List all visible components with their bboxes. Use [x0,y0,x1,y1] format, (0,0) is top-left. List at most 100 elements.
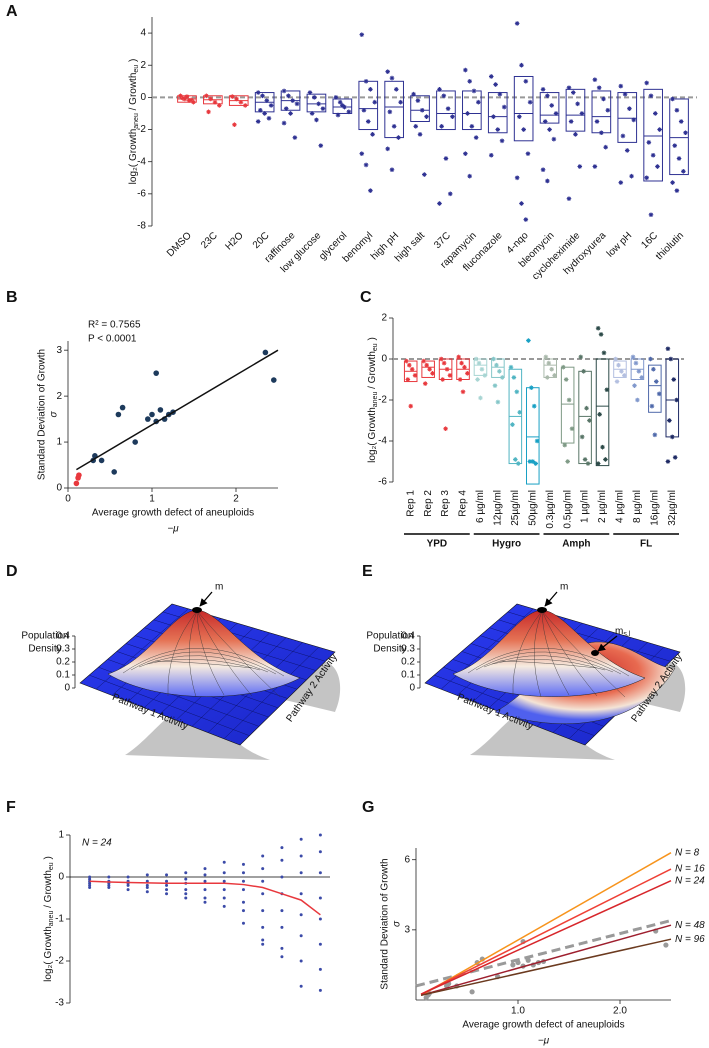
surface-grid [475,651,622,675]
data-point [475,377,480,382]
y-axis-symbol: σ [49,411,60,418]
data-point [644,175,649,181]
data-point [107,883,111,887]
surface-grid [483,655,614,673]
data-point [261,938,265,942]
surface-grid [130,651,277,675]
data-point [266,115,272,121]
data-point [262,349,269,356]
peak-marker [591,650,599,656]
data-point [595,325,601,331]
data-point [670,96,675,102]
data-point [650,152,656,158]
data-point [478,395,483,401]
data-point [261,867,265,871]
data-point [408,403,414,409]
x-tick-label: DMSO [165,230,194,259]
panel-label: G [362,799,374,816]
data-point [473,356,479,362]
x-tick-label: 23C [199,230,220,251]
data-point [288,111,293,116]
y-tick-label: -2 [378,395,387,406]
z-tick-label: 0.4 [56,631,70,642]
data-point [241,879,245,883]
data-point [98,457,105,464]
box [491,358,505,378]
data-point [443,426,448,431]
data-point [511,375,517,380]
arrow [544,591,558,607]
data-point [581,369,586,374]
surface-grid [196,610,281,698]
data-point [299,984,303,988]
data-point [674,107,680,113]
y-axis-label: Standard Deviation of Growth [37,349,48,480]
surface-grid [189,610,198,698]
z-tick-label: 0.3 [401,644,415,655]
data-point [463,151,468,156]
data-point [178,93,183,99]
data-point [499,138,505,144]
data-point [318,833,322,837]
shadow [470,704,615,760]
box [565,88,586,132]
data-point [613,356,618,362]
y-tick-label: 6 [404,854,410,865]
data-point [222,888,226,892]
annotation: ms,l [615,626,631,638]
data-point [568,119,574,124]
data-point [652,432,658,438]
surface-grid [146,659,261,671]
data-point [631,117,637,123]
data-point [182,96,188,102]
data-point [437,87,442,92]
data-point [422,172,427,177]
data-point [456,354,461,360]
data-point [603,457,608,462]
y-tick-label: 4 [140,28,146,39]
data-point [280,858,284,862]
data-point [488,74,494,79]
y-axis-label-part: ) [43,856,54,862]
data-point [471,88,477,94]
annotation: R² = 0.7565 [88,320,141,331]
data-point [203,867,207,871]
data-point [299,871,303,875]
data-point [268,103,274,108]
data-point [450,114,455,119]
data-point [653,111,658,116]
data-point [469,989,475,995]
data-point [460,389,466,395]
data-point [562,442,568,448]
peak-marker [537,607,547,613]
y-axis-label: log₂( Growthaneu / Growtheu ) [128,59,140,185]
z-axis-label: Population [21,631,68,642]
annotation: m [215,582,223,593]
data-point [633,360,639,366]
box [648,364,662,413]
data-point [222,871,226,875]
data-point [594,119,600,124]
data-point [467,79,472,84]
data-point [299,854,303,858]
x-tick-label: 6 µg/ml [475,490,486,523]
data-point [318,871,322,875]
data-point [639,375,645,380]
x-tick-label: 12µg/ml [493,490,504,526]
data-point [519,62,524,68]
data-point [222,860,226,864]
data-point [261,879,265,883]
data-point [145,890,149,894]
x-tick-label: 16µg/ml [649,490,660,526]
x-axis-label: Average growth defect of aneuploids [92,508,254,519]
y-tick-label: -1 [55,914,64,925]
data-point [563,377,569,382]
data-point [665,459,671,464]
data-point [527,459,533,464]
data-point [191,99,196,105]
data-point [553,111,559,116]
box [487,92,508,134]
data-point [184,877,188,881]
x-tick-label: 2 [233,494,239,505]
y-axis-label: log₂( Growthaneu / Growtheu ) [43,856,55,982]
